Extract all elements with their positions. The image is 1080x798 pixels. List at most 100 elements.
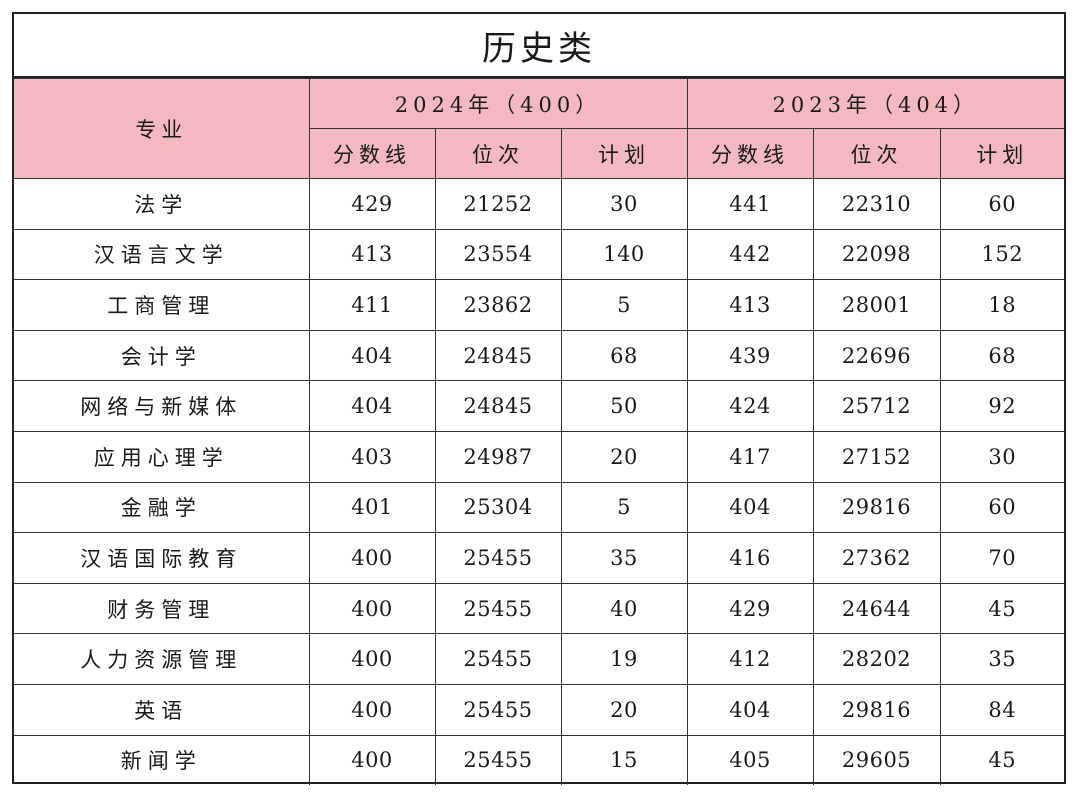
plan-2023-cell: 152 (939, 228, 1065, 281)
score-2023-cell: 404 (686, 481, 814, 534)
plan-2024-cell: 35 (560, 532, 688, 584)
header-2024-rank: 位次 (434, 128, 562, 179)
table-row: 金融学 401 25304 5 404 29816 60 (14, 481, 1065, 534)
score-2023-cell: 413 (686, 279, 814, 331)
score-2024-cell: 411 (308, 279, 436, 331)
score-2024-cell: 413 (308, 228, 436, 281)
table-row: 应用心理学 403 24987 20 417 27152 30 (14, 430, 1065, 483)
score-2024-cell: 400 (308, 734, 436, 786)
table-row: 网络与新媒体 404 24845 50 424 25712 92 (14, 380, 1065, 432)
rank-2023-cell: 29816 (812, 481, 941, 534)
score-2024-cell: 401 (308, 481, 436, 534)
major-cell: 法学 (14, 178, 310, 230)
rank-2023-cell: 25712 (812, 380, 941, 432)
header-year-2024: 2024年（400） (308, 78, 688, 129)
plan-2024-cell: 140 (560, 228, 688, 281)
rank-2023-cell: 22098 (812, 228, 941, 281)
plan-2023-cell: 45 (939, 734, 1065, 786)
major-cell: 汉语国际教育 (14, 532, 310, 584)
plan-2023-cell: 18 (939, 279, 1065, 331)
rank-2023-cell: 27152 (812, 430, 941, 483)
rank-2023-cell: 29605 (812, 734, 941, 786)
major-cell: 工商管理 (14, 279, 310, 331)
score-2023-cell: 417 (686, 430, 814, 483)
rank-2024-cell: 24987 (434, 430, 562, 483)
rank-2024-cell: 25455 (434, 683, 562, 736)
score-2023-cell: 429 (686, 582, 814, 635)
rank-2023-cell: 22310 (812, 178, 941, 230)
rank-2024-cell: 24845 (434, 380, 562, 432)
table-row: 汉语国际教育 400 25455 35 416 27362 70 (14, 532, 1065, 584)
score-2024-cell: 403 (308, 430, 436, 483)
score-2024-cell: 400 (308, 633, 436, 685)
major-cell: 汉语言文学 (14, 228, 310, 281)
rank-2024-cell: 21252 (434, 178, 562, 230)
table-body: 法学 429 21252 30 441 22310 60 汉语言文学 413 23554 140 44… (14, 178, 1065, 786)
header-2024-score-line: 分数线 (309, 128, 436, 179)
header-2023-plan: 计划 (939, 128, 1065, 179)
score-2023-cell: 441 (686, 178, 814, 230)
table-row: 法学 429 21252 30 441 22310 60 (14, 178, 1065, 230)
rank-2023-cell: 27362 (812, 532, 941, 584)
header-row-years: 专业 2024年（400） 2023年（404） (14, 78, 1065, 179)
plan-2023-cell: 45 (939, 582, 1065, 635)
rank-2023-cell: 28202 (812, 633, 941, 685)
plan-2023-cell: 35 (939, 633, 1065, 685)
score-2024-cell: 404 (308, 329, 436, 382)
major-cell: 财务管理 (14, 582, 310, 635)
table-row: 工商管理 411 23862 5 413 28001 18 (14, 279, 1065, 331)
plan-2023-cell: 60 (939, 178, 1065, 230)
table-row: 新闻学 400 25455 15 405 29605 45 (14, 734, 1065, 786)
plan-2024-cell: 40 (560, 582, 688, 635)
rank-2024-cell: 25455 (434, 734, 562, 786)
major-cell: 网络与新媒体 (14, 380, 310, 432)
rank-2024-cell: 25304 (434, 481, 562, 534)
plan-2024-cell: 68 (560, 329, 688, 382)
score-2024-cell: 404 (308, 380, 436, 432)
plan-2023-cell: 70 (939, 532, 1065, 584)
rank-2023-cell: 24644 (812, 582, 941, 635)
rank-2024-cell: 23554 (434, 228, 562, 281)
table-row: 人力资源管理 400 25455 19 412 28202 35 (14, 633, 1065, 685)
rank-2024-cell: 25455 (434, 532, 562, 584)
score-2024-cell: 400 (308, 683, 436, 736)
plan-2024-cell: 30 (560, 178, 688, 230)
rank-2024-cell: 25455 (434, 582, 562, 635)
score-2023-cell: 439 (686, 329, 814, 382)
score-2023-cell: 442 (686, 228, 814, 281)
major-cell: 英语 (14, 683, 310, 736)
major-cell: 人力资源管理 (14, 633, 310, 685)
header-major: 专业 (14, 78, 310, 179)
plan-2024-cell: 50 (560, 380, 688, 432)
rank-2024-cell: 23862 (434, 279, 562, 331)
plan-2023-cell: 30 (939, 430, 1065, 483)
rank-2023-cell: 22696 (812, 329, 941, 382)
rank-2024-cell: 25455 (434, 633, 562, 685)
plan-2023-cell: 60 (939, 481, 1065, 534)
table-row: 财务管理 400 25455 40 429 24644 45 (14, 582, 1065, 635)
major-cell: 会计学 (14, 329, 310, 382)
score-2023-cell: 416 (686, 532, 814, 584)
header-2023-score-line: 分数线 (686, 128, 814, 179)
plan-2024-cell: 5 (560, 279, 688, 331)
score-2023-cell: 405 (686, 734, 814, 786)
plan-2023-cell: 92 (939, 380, 1065, 432)
plan-2024-cell: 20 (560, 683, 688, 736)
major-cell: 应用心理学 (14, 430, 310, 483)
page-title: 历史类 (14, 14, 1064, 78)
score-2024-cell: 429 (308, 178, 436, 230)
header-row-columns: 分数线 位次 计划 分数线 位次 计划 (14, 128, 1065, 179)
score-2023-cell: 424 (686, 380, 814, 432)
table-row: 汉语言文学 413 23554 140 442 22098 152 (14, 228, 1065, 281)
score-2024-cell: 400 (308, 582, 436, 635)
plan-2023-cell: 68 (939, 329, 1065, 382)
admission-score-table: 专业 2024年（400） 2023年（404） 分数线 位次 计划 分数线 位… (14, 78, 1065, 786)
score-2023-cell: 404 (686, 683, 814, 736)
table-row: 英语 400 25455 20 404 29816 84 (14, 683, 1065, 736)
header-year-2023: 2023年（404） (686, 78, 1065, 129)
score-table-frame: 历史类 专业 2024年（400） 2023年（404） 分数线 位次 计划 分… (12, 12, 1066, 786)
score-2023-cell: 412 (686, 633, 814, 685)
plan-2024-cell: 15 (560, 734, 688, 786)
major-cell: 金融学 (14, 481, 310, 534)
rank-2024-cell: 24845 (434, 329, 562, 382)
